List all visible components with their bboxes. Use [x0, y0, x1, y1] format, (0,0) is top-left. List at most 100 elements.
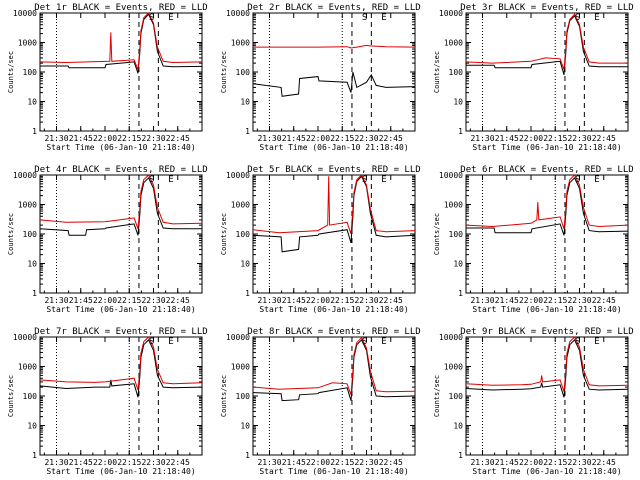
panel-det-8: 1 10 100 1000 10000 21:30 21:45 22:00 22:15 22:30…	[220, 327, 421, 476]
lld-series-line	[252, 336, 416, 395]
band-letter-s: S	[575, 337, 580, 347]
y-tick-label: 100	[449, 68, 464, 77]
x-tick-label: 22:45	[592, 134, 616, 143]
x-tick-label: 22:30	[567, 458, 591, 467]
y-axis-label: Counts/sec	[433, 51, 441, 93]
band-letter-s: S	[149, 337, 154, 347]
events-series-line	[252, 175, 416, 253]
y-tick-label: 1000	[231, 39, 250, 48]
y-tick-label: 10000	[439, 333, 463, 342]
x-tick-label: 22:45	[166, 134, 190, 143]
x-tick-label: 22:45	[379, 458, 403, 467]
y-axis-label: Counts/sec	[433, 375, 441, 417]
x-tick-label: 22:30	[141, 458, 165, 467]
x-tick-label: 21:30	[257, 134, 281, 143]
x-tick-label: 22:45	[592, 458, 616, 467]
y-tick-label: 10	[240, 260, 250, 269]
band-letter-e: E	[381, 13, 386, 23]
x-tick-label: 22:15	[543, 134, 567, 143]
y-axis-label: Counts/sec	[7, 213, 15, 255]
y-axis-label: Counts/sec	[7, 375, 15, 417]
y-tick-label: 1	[245, 289, 250, 298]
x-tick-label: 22:00	[93, 134, 117, 143]
x-tick-label: 21:45	[69, 458, 93, 467]
x-tick-label: 21:45	[282, 458, 306, 467]
lld-series-line	[252, 174, 416, 235]
x-tick-label: 22:15	[330, 458, 354, 467]
y-tick-label: 10000	[226, 171, 250, 180]
y-tick-label: 1	[245, 127, 250, 136]
panel-title: Det 5r BLACK = Events, RED = LLD	[247, 165, 420, 175]
lld-series-line	[39, 336, 203, 391]
x-tick-label: 22:30	[354, 458, 378, 467]
band-letter-e: E	[168, 13, 173, 23]
panel-title: Det 4r BLACK = Events, RED = LLD	[34, 165, 207, 175]
x-tick-label: 22:15	[330, 296, 354, 305]
x-tick-label: 22:00	[306, 296, 330, 305]
y-tick-label: 1	[458, 289, 463, 298]
x-tick-label: 22:15	[117, 296, 141, 305]
y-tick-label: 100	[236, 392, 251, 401]
x-tick-label: 22:15	[543, 296, 567, 305]
x-tick-label: 21:45	[69, 296, 93, 305]
x-axis-label: Start Time (06-Jan-10 21:18:40)	[46, 305, 195, 314]
y-tick-label: 10	[453, 260, 463, 269]
x-tick-label: 22:00	[519, 458, 543, 467]
y-tick-label: 1000	[231, 201, 250, 210]
events-series-line	[252, 71, 416, 97]
x-tick-label: 21:30	[44, 134, 68, 143]
x-axis-label: Start Time (06-Jan-10 21:18:40)	[259, 143, 408, 152]
y-tick-label: 1	[458, 451, 463, 460]
y-tick-label: 10	[27, 422, 37, 431]
y-tick-label: 10000	[226, 333, 250, 342]
panel-title: Det 6r BLACK = Events, RED = LLD	[460, 165, 633, 175]
band-letter-e: E	[381, 337, 386, 347]
events-series-line	[39, 339, 203, 398]
band-letter-s: S	[362, 13, 367, 23]
x-tick-label: 22:00	[93, 458, 117, 467]
x-tick-label: 22:00	[93, 296, 117, 305]
panel-title: Det 7r BLACK = Events, RED = LLD	[34, 327, 207, 337]
y-tick-label: 10000	[13, 9, 37, 18]
x-tick-label: 22:00	[306, 134, 330, 143]
y-tick-label: 10000	[13, 333, 37, 342]
y-axis-label: Counts/sec	[7, 51, 15, 93]
lld-series-line	[465, 174, 629, 229]
x-tick-label: 21:30	[470, 134, 494, 143]
y-tick-label: 10	[240, 422, 250, 431]
y-axis-label: Counts/sec	[220, 51, 228, 93]
x-tick-label: 22:30	[141, 134, 165, 143]
panel-det-6: 1 10 100 1000 10000 21:30 21:45 22:00 22:15 22:30…	[433, 165, 634, 314]
x-axis-label: Start Time (06-Jan-10 21:18:40)	[46, 143, 195, 152]
x-tick-label: 22:30	[354, 134, 378, 143]
x-tick-label: 21:30	[44, 296, 68, 305]
y-tick-label: 10	[27, 260, 37, 269]
lld-series-line	[465, 336, 629, 392]
y-tick-label: 1000	[18, 201, 37, 210]
x-tick-label: 22:45	[592, 296, 616, 305]
y-tick-label: 1	[32, 289, 37, 298]
band-letter-e: E	[168, 175, 173, 185]
band-letter-s: S	[362, 337, 367, 347]
y-tick-label: 10	[453, 98, 463, 107]
y-tick-label: 1	[458, 127, 463, 136]
panel-title: Det 9r BLACK = Events, RED = LLD	[460, 327, 633, 337]
x-tick-label: 22:45	[166, 296, 190, 305]
panel-det-9: 1 10 100 1000 10000 21:30 21:45 22:00 22:15 22:30…	[433, 327, 634, 476]
panel-det-7: 1 10 100 1000 10000 21:30 21:45 22:00 22:15 22:30…	[7, 327, 208, 476]
y-tick-label: 10	[453, 422, 463, 431]
panel-det-3: 1 10 100 1000 10000 21:30 21:45 22:00 22:15 22:30…	[433, 3, 634, 152]
y-tick-label: 100	[236, 68, 251, 77]
panel-title: Det 3r BLACK = Events, RED = LLD	[460, 3, 633, 13]
band-letter-s: S	[149, 13, 154, 23]
band-letter-e: E	[594, 175, 599, 185]
x-tick-label: 22:30	[567, 296, 591, 305]
y-tick-label: 100	[449, 392, 464, 401]
lld-series-line	[39, 12, 203, 70]
band-letter-e: E	[594, 337, 599, 347]
x-tick-label: 22:15	[543, 458, 567, 467]
x-tick-label: 22:15	[117, 458, 141, 467]
x-tick-label: 22:45	[166, 458, 190, 467]
panel-det-5: 1 10 100 1000 10000 21:30 21:45 22:00 22:15 22:30…	[220, 165, 421, 314]
